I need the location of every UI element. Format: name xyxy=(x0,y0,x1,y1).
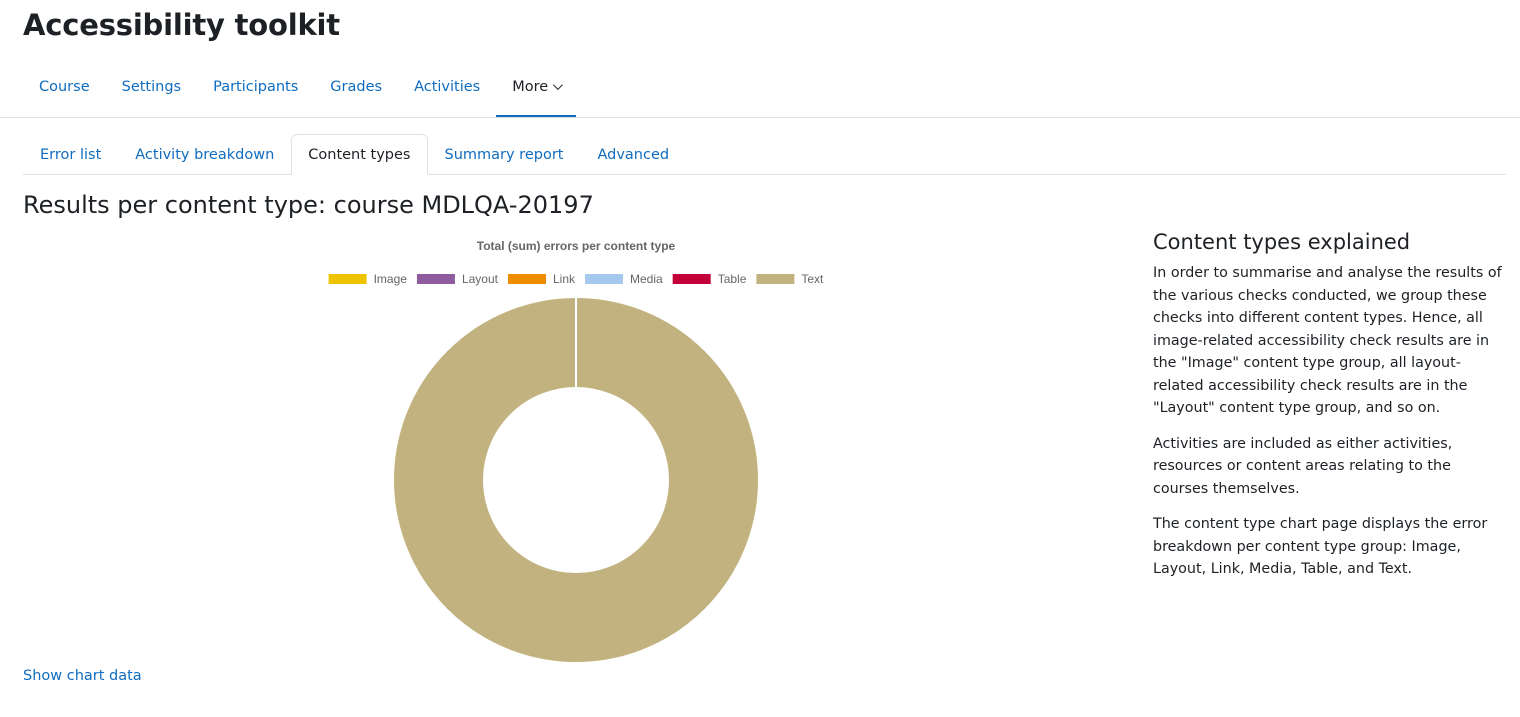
tab-advanced-label: Advanced xyxy=(597,146,670,163)
secondary-tabs: Error list Activity breakdown Content ty… xyxy=(23,134,1506,175)
legend-swatch-table[interactable] xyxy=(672,274,711,284)
nav-activities[interactable]: Activities xyxy=(398,58,496,118)
nav-participants[interactable]: Participants xyxy=(197,58,314,118)
legend-swatch-text[interactable] xyxy=(756,274,795,284)
legend-label-link[interactable]: Link xyxy=(553,272,576,286)
nav-settings-label: Settings xyxy=(121,78,182,95)
legend-label-media[interactable]: Media xyxy=(630,272,663,286)
tab-summary-report[interactable]: Summary report xyxy=(428,134,581,175)
primary-navigation: Course Settings Participants Grades Acti… xyxy=(23,58,577,118)
legend-label-image[interactable]: Image xyxy=(374,272,408,286)
legend-label-text[interactable]: Text xyxy=(801,272,824,286)
show-chart-data-link[interactable]: Show chart data xyxy=(23,668,142,684)
explain-paragraph-2: Activities are included as either activi… xyxy=(1153,435,1453,497)
tab-error-list-label: Error list xyxy=(40,146,102,163)
legend-swatch-link[interactable] xyxy=(507,274,546,284)
nav-course[interactable]: Course xyxy=(23,58,106,118)
nav-divider xyxy=(0,117,1520,118)
nav-grades[interactable]: Grades xyxy=(314,58,398,118)
tab-activity-breakdown-label: Activity breakdown xyxy=(135,146,275,163)
tab-activity-breakdown[interactable]: Activity breakdown xyxy=(118,134,291,175)
tab-error-list[interactable]: Error list xyxy=(23,134,118,175)
slice-text[interactable] xyxy=(392,295,760,665)
chart-title: Total (sum) errors per content type xyxy=(477,239,676,253)
legend-label-table[interactable]: Table xyxy=(718,272,747,286)
nav-course-label: Course xyxy=(39,78,90,95)
legend-swatch-image[interactable] xyxy=(328,274,367,284)
chart-slices xyxy=(392,295,760,665)
legend-swatch-layout[interactable] xyxy=(416,274,455,284)
explain-heading: Content types explained xyxy=(1153,230,1411,254)
nav-settings[interactable]: Settings xyxy=(106,58,197,118)
results-heading: Results per content type: course MDLQA-2… xyxy=(23,191,594,219)
chevron-down-icon xyxy=(553,80,564,91)
tab-content-types[interactable]: Content types xyxy=(291,134,428,175)
nav-activities-label: Activities xyxy=(414,78,481,95)
nav-participants-label: Participants xyxy=(213,78,299,95)
tab-summary-report-label: Summary report xyxy=(444,146,564,163)
explain-paragraph-1: In order to summarise and analyse the re… xyxy=(1153,265,1502,416)
content-types-explained: Content types explained In order to summ… xyxy=(1153,230,1505,594)
content-type-chart: Total (sum) errors per content type Imag… xyxy=(23,228,1130,668)
nav-more-dropdown[interactable]: More xyxy=(496,58,577,118)
nav-more-label: More xyxy=(512,78,549,95)
doughnut-chart-svg: Total (sum) errors per content type Imag… xyxy=(328,239,824,665)
tab-content-types-label: Content types xyxy=(308,146,411,163)
explain-paragraph-3: The content type chart page displays the… xyxy=(1153,516,1488,577)
legend-swatch-media[interactable] xyxy=(585,274,624,284)
page-title: Accessibility toolkit xyxy=(23,8,340,42)
tab-advanced[interactable]: Advanced xyxy=(580,134,686,175)
legend-label-layout[interactable]: Layout xyxy=(462,272,499,286)
nav-grades-label: Grades xyxy=(330,78,383,95)
chart-legend: Image Layout Link Media Table Text xyxy=(328,272,824,286)
